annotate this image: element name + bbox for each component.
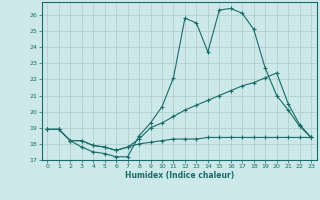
X-axis label: Humidex (Indice chaleur): Humidex (Indice chaleur) [124, 171, 234, 180]
